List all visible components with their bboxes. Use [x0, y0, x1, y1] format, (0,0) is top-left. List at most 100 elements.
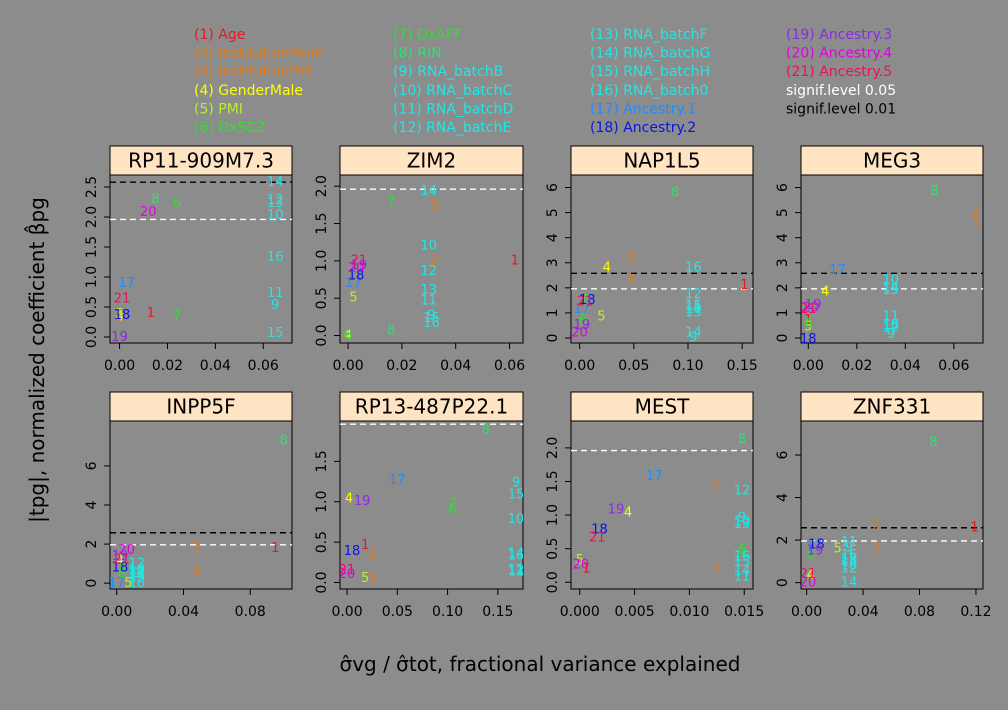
- data-point: 8: [387, 324, 395, 339]
- data-point: 5: [597, 309, 605, 324]
- data-point: 21: [800, 302, 817, 317]
- data-point: 13: [685, 306, 702, 321]
- data-point: 3: [193, 564, 201, 579]
- y-tick-label: 1.0: [314, 491, 330, 513]
- legend-entry: (1) Age: [194, 27, 245, 43]
- data-point: 10: [267, 208, 284, 223]
- data-point: 7: [448, 497, 456, 512]
- data-point: 20: [573, 557, 590, 572]
- data-point: 21: [589, 531, 606, 546]
- data-point: 15: [883, 283, 900, 298]
- x-tick-label: 0.010: [669, 604, 709, 620]
- y-tick-label: 4: [84, 500, 100, 509]
- data-point: 3: [712, 561, 720, 576]
- panel: MEG31234567891011121314151617181920210.0…: [775, 145, 984, 374]
- panel-title: ZNF331: [853, 395, 931, 419]
- data-point: 1: [970, 520, 978, 535]
- data-point: 19: [608, 502, 625, 517]
- y-tick-label: 3: [775, 258, 791, 267]
- x-tick-label: 0.02: [152, 358, 183, 374]
- x-tick-label: 0.05: [618, 358, 649, 374]
- y-tick-label: 1: [545, 308, 561, 317]
- data-point: 15: [685, 299, 702, 314]
- x-tick-label: 0.00: [101, 604, 132, 620]
- y-tick-label: 6: [84, 461, 100, 470]
- y-tick-label: 4: [775, 233, 791, 242]
- data-point: 17: [118, 276, 135, 291]
- data-point: 6: [448, 502, 456, 517]
- data-point: 16: [734, 549, 751, 564]
- x-tick-label: 0.10: [432, 604, 463, 620]
- data-point: 10: [421, 238, 438, 253]
- data-point: 4: [624, 506, 632, 521]
- y-tick-label: 0: [775, 578, 791, 587]
- data-point: 19: [354, 494, 371, 509]
- data-point: 7: [580, 293, 588, 308]
- data-point: 4: [345, 492, 353, 507]
- data-point: 8: [930, 184, 938, 199]
- data-point: 3: [872, 542, 880, 557]
- x-tick-label: 0.04: [440, 358, 471, 374]
- y-tick-label: 1: [775, 308, 791, 317]
- data-point: 20: [571, 326, 588, 341]
- data-point: 13: [421, 283, 438, 298]
- y-tick-label: 4: [775, 493, 791, 502]
- data-point: 13: [734, 517, 751, 532]
- data-point: 1: [740, 278, 748, 293]
- data-point: 19: [807, 544, 824, 559]
- data-point: 17: [389, 473, 406, 488]
- y-tick-label: 0: [545, 334, 561, 343]
- x-tick-label: 0.06: [938, 358, 969, 374]
- data-point: 4: [821, 284, 829, 299]
- data-point: 13: [841, 552, 858, 567]
- data-point: 11: [128, 564, 145, 579]
- data-point: 1: [361, 538, 369, 553]
- x-tick-label: 0.04: [847, 604, 878, 620]
- data-point: 19: [805, 298, 822, 313]
- y-tick-label: 2: [545, 283, 561, 292]
- data-point: 9: [887, 327, 895, 342]
- legend-entry: (12) RNA_batchE: [393, 120, 511, 136]
- data-point: 20: [802, 301, 819, 316]
- data-point: 11: [883, 309, 900, 324]
- panel: ZIM21234567891011121314151617181920210.0…: [314, 145, 525, 374]
- panel: NAP1L51234567891011121314151617181920210…: [545, 145, 758, 374]
- data-point: 6: [344, 328, 352, 343]
- strip-background: [800, 391, 984, 422]
- data-point: 4: [115, 309, 123, 324]
- x-tick-label: 0.10: [672, 358, 703, 374]
- data-point: 3: [972, 215, 980, 230]
- data-point: 2: [115, 308, 123, 323]
- y-tick-label: 2: [84, 540, 100, 549]
- legend-entry: (18) Ancestry.2: [590, 120, 696, 136]
- data-point: 2: [712, 481, 720, 496]
- data-point: 12: [734, 484, 751, 499]
- legend-entry: signif.level 0.05: [786, 83, 896, 99]
- y-axis-title: |tpg|, normalized coefficient β̂pg: [24, 197, 49, 523]
- x-tick-label: 0.06: [248, 358, 279, 374]
- data-point: 15: [841, 554, 858, 569]
- data-point: 9: [271, 298, 279, 313]
- data-point: 21: [114, 291, 131, 306]
- data-point: 21: [577, 294, 594, 309]
- plot-frame: [109, 174, 293, 344]
- panel-title: INPP5F: [166, 395, 235, 419]
- data-point: 16: [883, 318, 900, 333]
- panel: INPP5F1234567891011121314151617181920210…: [84, 391, 293, 620]
- data-point: 13: [267, 196, 284, 211]
- data-point: 5: [361, 571, 369, 586]
- data-point: 12: [128, 557, 145, 572]
- data-point: 15: [734, 555, 751, 570]
- data-point: 14: [421, 184, 438, 199]
- data-point: 17: [574, 302, 591, 317]
- data-point: 10: [841, 559, 858, 574]
- data-point: 15: [508, 488, 525, 503]
- y-tick-label: 0: [84, 579, 100, 588]
- strip-background: [109, 145, 293, 176]
- x-tick-label: 0.00: [791, 604, 822, 620]
- strip-background: [339, 391, 524, 422]
- data-point: 5: [115, 307, 123, 322]
- data-point: 11: [267, 286, 284, 301]
- data-point: 6: [738, 543, 746, 558]
